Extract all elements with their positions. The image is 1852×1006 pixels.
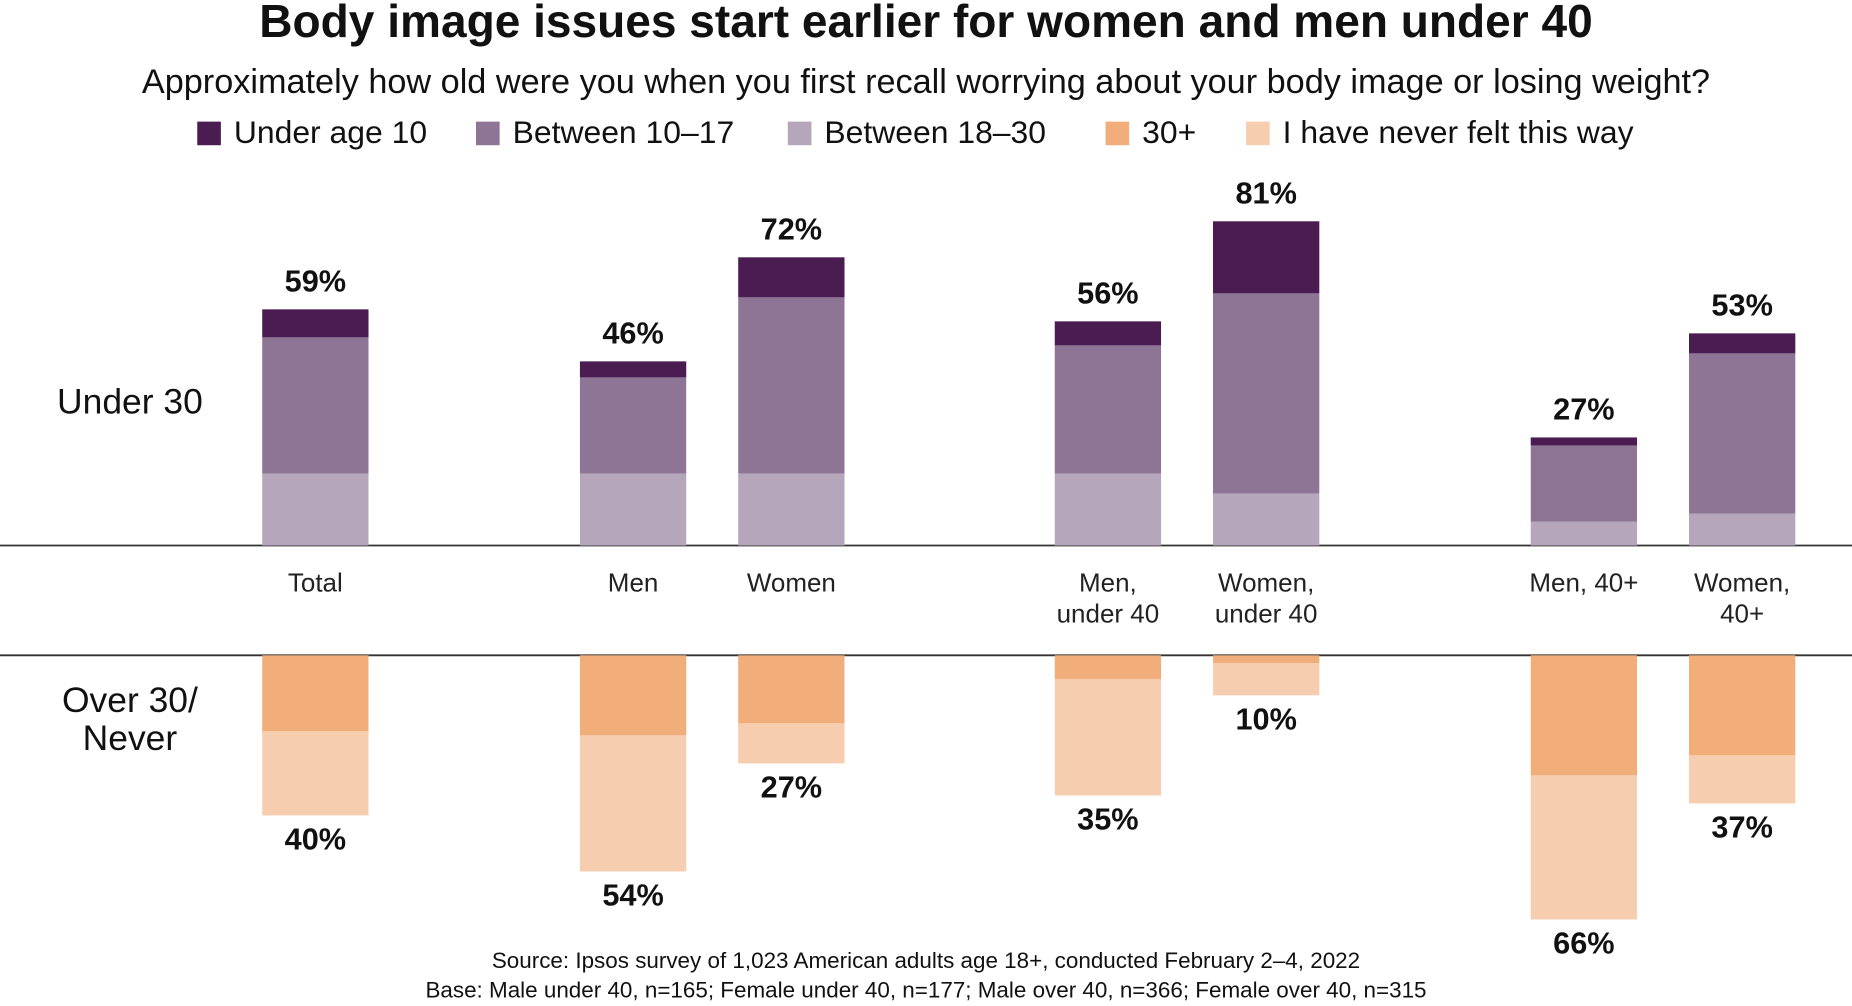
row-label: Over 30/ Never — [61, 682, 198, 759]
category-label: Men, under 40 — [1056, 567, 1160, 629]
bar-segment — [738, 297, 845, 474]
bar-segment — [1054, 321, 1162, 346]
total-label: 59% — [285, 263, 346, 298]
bar-segment — [1213, 221, 1320, 294]
category-holder: Men — [607, 567, 659, 598]
legend-swatch — [1246, 121, 1270, 146]
legend-swatch — [475, 121, 500, 146]
total-label: 27% — [1553, 392, 1614, 427]
total-label: 72% — [761, 211, 822, 246]
total-label: 53% — [1711, 287, 1772, 322]
legend-swatch — [787, 121, 812, 146]
legend-label: 30+ — [1142, 114, 1196, 150]
bar-segment — [1530, 445, 1638, 522]
category-label: Women, under 40 — [1214, 567, 1318, 629]
bar-segment — [262, 731, 369, 816]
bar-segment — [1689, 655, 1796, 756]
bar-segment — [1054, 655, 1162, 680]
bar-segment — [579, 377, 687, 474]
row-label: Under 30 — [57, 383, 203, 422]
legend-label: Under age 10 — [234, 114, 427, 150]
total-label: 40% — [285, 822, 346, 857]
bar-segment — [738, 257, 845, 298]
total-label: 56% — [1077, 275, 1138, 310]
chart-subtitle: Approximately how old were you when you … — [142, 63, 1710, 101]
bar-segment — [1530, 655, 1638, 776]
legend-swatch — [1105, 121, 1130, 146]
bar-segment — [1530, 437, 1638, 446]
legend-label: Between 18–30 — [824, 114, 1046, 150]
bar-segment — [579, 473, 687, 546]
bar-segment — [1213, 655, 1320, 664]
source-note: Source: Ipsos survey of 1,023 American a… — [492, 948, 1360, 973]
bar-segment — [262, 655, 369, 732]
bar-segment — [579, 361, 687, 378]
category-label: Women — [746, 567, 836, 598]
category-label: Women, 40+ — [1694, 567, 1791, 629]
category-label: Men — [607, 567, 659, 598]
total-label: 35% — [1077, 802, 1138, 837]
bar-segment — [1530, 521, 1638, 546]
total-label: 66% — [1553, 926, 1614, 961]
total-label: 27% — [761, 769, 822, 804]
bar-segment — [738, 655, 845, 724]
row-label-holder: Under 30 — [57, 383, 203, 422]
bar-segment — [1054, 679, 1162, 796]
legend-label: Between 10–17 — [513, 114, 735, 150]
category-label: Total — [287, 567, 343, 598]
bar-segment — [1689, 353, 1796, 514]
category-holder: Women, 40+ — [1694, 567, 1791, 629]
category-holder: Men, under 40 — [1056, 567, 1160, 629]
bar-segment — [262, 473, 369, 546]
total-label: 10% — [1235, 701, 1296, 736]
bar-segment — [1213, 293, 1320, 494]
bar-segment — [1530, 775, 1638, 920]
chart-title: Body image issues start earlier for wome… — [259, 0, 1592, 47]
bar-segment — [1213, 663, 1320, 696]
legend-label: I have never felt this way — [1283, 114, 1634, 150]
bar-segment — [262, 337, 369, 474]
bar-segment — [1689, 513, 1796, 546]
total-label: 54% — [602, 878, 663, 913]
bar-segment — [1689, 755, 1796, 804]
bar-segment — [1054, 345, 1162, 474]
bar-segment — [579, 735, 687, 872]
bar-segment — [738, 723, 845, 764]
row-label-holder: Over 30/ Never — [61, 682, 198, 759]
category-holder: Women — [746, 567, 836, 598]
bar-segment — [738, 473, 845, 546]
bar-segment — [1689, 333, 1796, 354]
bar-segment — [262, 309, 369, 338]
category-holder: Women, under 40 — [1214, 567, 1318, 629]
bar-segment — [579, 655, 687, 736]
base-note: Base: Male under 40, n=165; Female under… — [425, 978, 1426, 1003]
total-label: 46% — [602, 316, 663, 351]
category-label: Men, 40+ — [1529, 567, 1639, 598]
legend-swatch — [197, 121, 221, 146]
bar-segment — [1054, 473, 1162, 546]
total-label: 37% — [1711, 810, 1772, 845]
category-holder: Men, 40+ — [1529, 567, 1639, 598]
category-holder: Total — [287, 567, 343, 598]
bar-segment — [1213, 493, 1320, 546]
total-label: 81% — [1235, 175, 1296, 210]
